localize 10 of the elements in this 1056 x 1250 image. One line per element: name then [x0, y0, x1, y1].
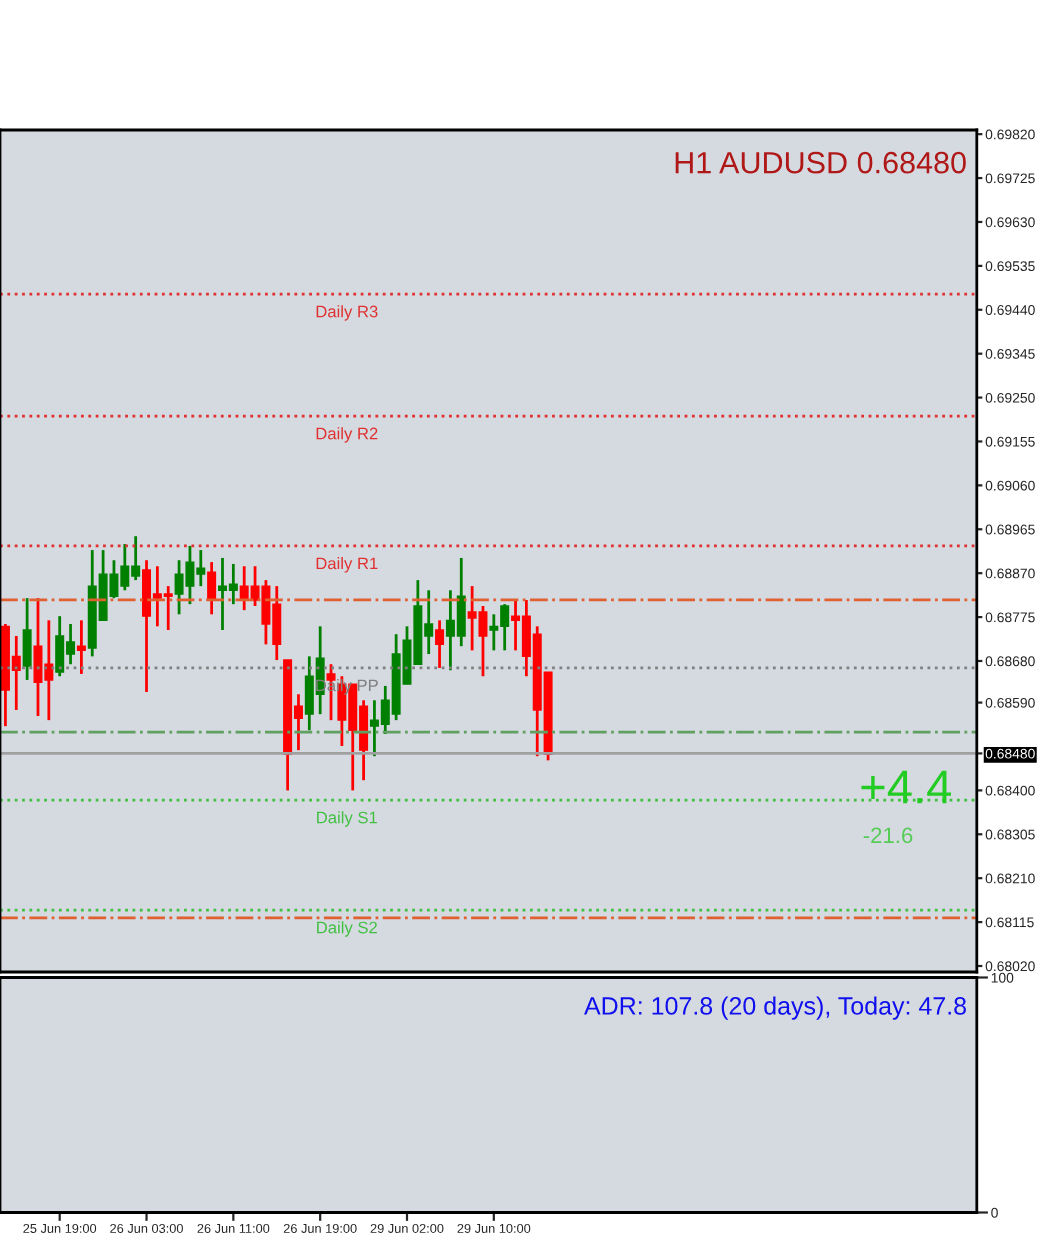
ref-line-label: Daily R1	[316, 557, 378, 573]
annotation: +4.4	[861, 770, 951, 804]
ref-line-label: Daily PP	[316, 679, 378, 695]
annotation: ADR: 107.8 (20 days), Today: 47.8	[584, 996, 966, 1020]
ref-line-label: Daily S1	[317, 811, 377, 827]
ref-line-label: Daily R2	[316, 427, 378, 443]
ref-line-label: Daily S2	[317, 921, 377, 937]
ref-line-label: Daily R3	[316, 305, 378, 321]
annotation: -21.6	[863, 827, 913, 844]
text: H1 AUDUSD 0.68480	[675, 151, 966, 174]
